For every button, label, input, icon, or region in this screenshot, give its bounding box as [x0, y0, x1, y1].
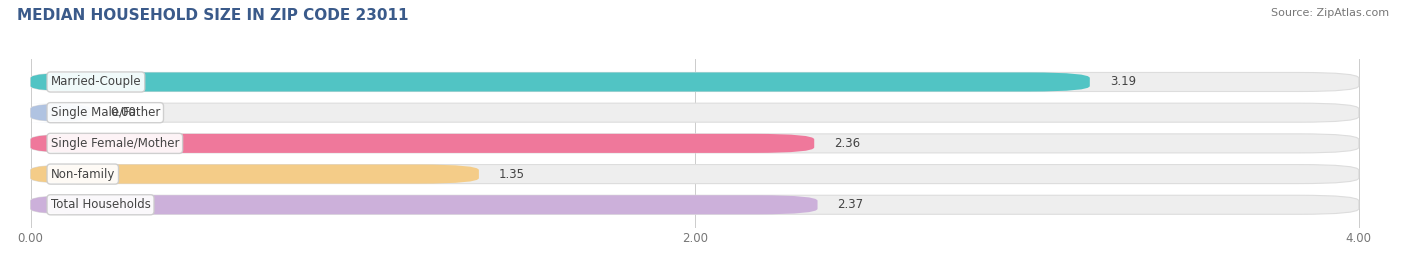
Text: 1.35: 1.35: [499, 168, 524, 181]
FancyBboxPatch shape: [31, 72, 1090, 91]
Text: 2.36: 2.36: [834, 137, 860, 150]
FancyBboxPatch shape: [31, 134, 1358, 153]
Text: Non-family: Non-family: [51, 168, 115, 181]
Text: 0.00: 0.00: [110, 106, 136, 119]
FancyBboxPatch shape: [31, 72, 1358, 91]
Text: Total Households: Total Households: [51, 198, 150, 211]
Text: Married-Couple: Married-Couple: [51, 76, 141, 88]
FancyBboxPatch shape: [31, 165, 1358, 184]
Text: 2.37: 2.37: [838, 198, 863, 211]
Text: MEDIAN HOUSEHOLD SIZE IN ZIP CODE 23011: MEDIAN HOUSEHOLD SIZE IN ZIP CODE 23011: [17, 8, 408, 23]
FancyBboxPatch shape: [31, 103, 90, 122]
FancyBboxPatch shape: [31, 103, 1358, 122]
FancyBboxPatch shape: [31, 134, 814, 153]
FancyBboxPatch shape: [31, 195, 817, 214]
FancyBboxPatch shape: [31, 165, 479, 184]
FancyBboxPatch shape: [31, 195, 1358, 214]
Text: Single Male/Father: Single Male/Father: [51, 106, 160, 119]
Text: Source: ZipAtlas.com: Source: ZipAtlas.com: [1271, 8, 1389, 18]
Text: Single Female/Mother: Single Female/Mother: [51, 137, 179, 150]
Text: 3.19: 3.19: [1109, 76, 1136, 88]
